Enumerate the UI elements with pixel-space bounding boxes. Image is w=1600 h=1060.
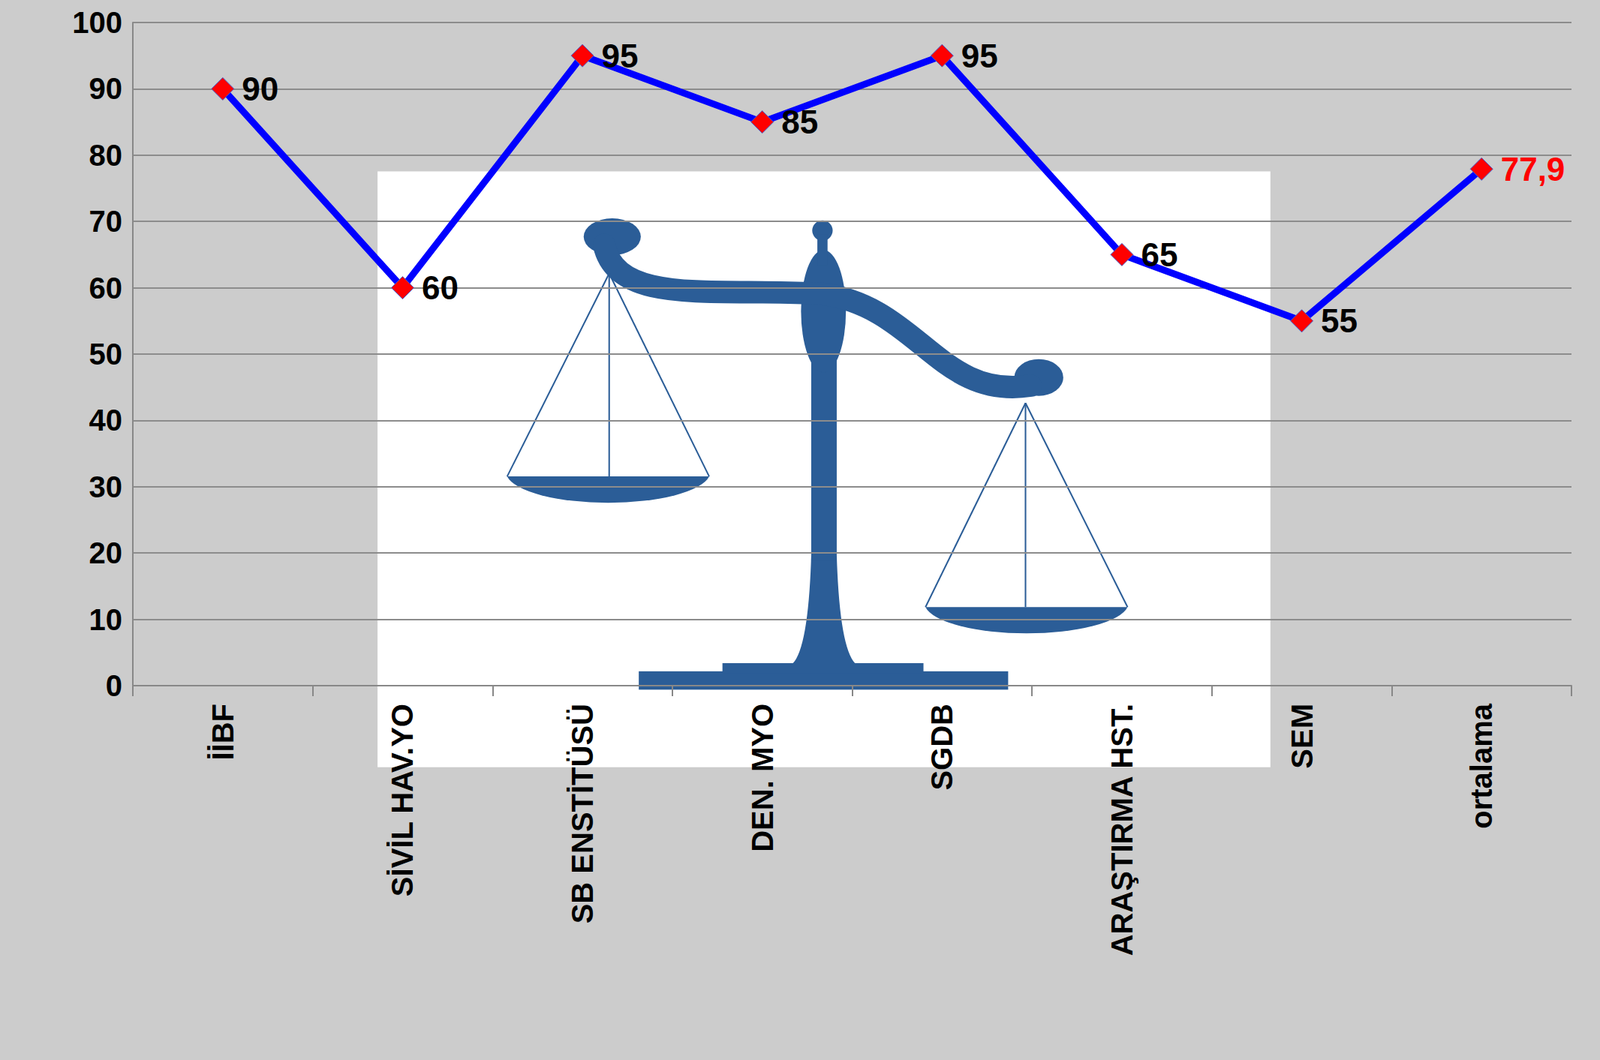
svg-text:SEM: SEM	[1285, 703, 1319, 770]
svg-text:77,9: 77,9	[1500, 150, 1566, 188]
svg-text:0: 0	[105, 669, 123, 703]
svg-text:60: 60	[89, 271, 124, 305]
svg-text:95: 95	[601, 37, 639, 75]
svg-text:70: 70	[89, 204, 124, 238]
svg-text:ortalama: ortalama	[1464, 703, 1498, 829]
svg-text:85: 85	[781, 103, 819, 141]
svg-text:40: 40	[89, 403, 124, 437]
svg-text:65: 65	[1140, 236, 1178, 274]
svg-text:60: 60	[421, 269, 459, 307]
svg-text:20: 20	[89, 536, 124, 570]
svg-text:90: 90	[89, 72, 124, 106]
svg-text:10: 10	[89, 603, 124, 637]
svg-text:ARAŞTIRMA HST.: ARAŞTIRMA HST.	[1105, 703, 1139, 957]
svg-text:100: 100	[72, 6, 123, 40]
svg-text:SGDB: SGDB	[925, 703, 959, 791]
svg-text:SİVİL HAV.YO: SİVİL HAV.YO	[385, 703, 419, 897]
svg-text:30: 30	[89, 470, 124, 504]
svg-text:95: 95	[961, 37, 999, 75]
svg-text:55: 55	[1320, 302, 1358, 340]
svg-text:DEN. MYO: DEN. MYO	[745, 703, 779, 853]
svg-text:80: 80	[89, 138, 124, 172]
svg-text:90: 90	[241, 70, 279, 108]
svg-text:İİBF: İİBF	[206, 703, 240, 761]
svg-text:SB ENSTİTÜSÜ: SB ENSTİTÜSÜ	[565, 703, 599, 924]
svg-text:50: 50	[89, 337, 124, 371]
